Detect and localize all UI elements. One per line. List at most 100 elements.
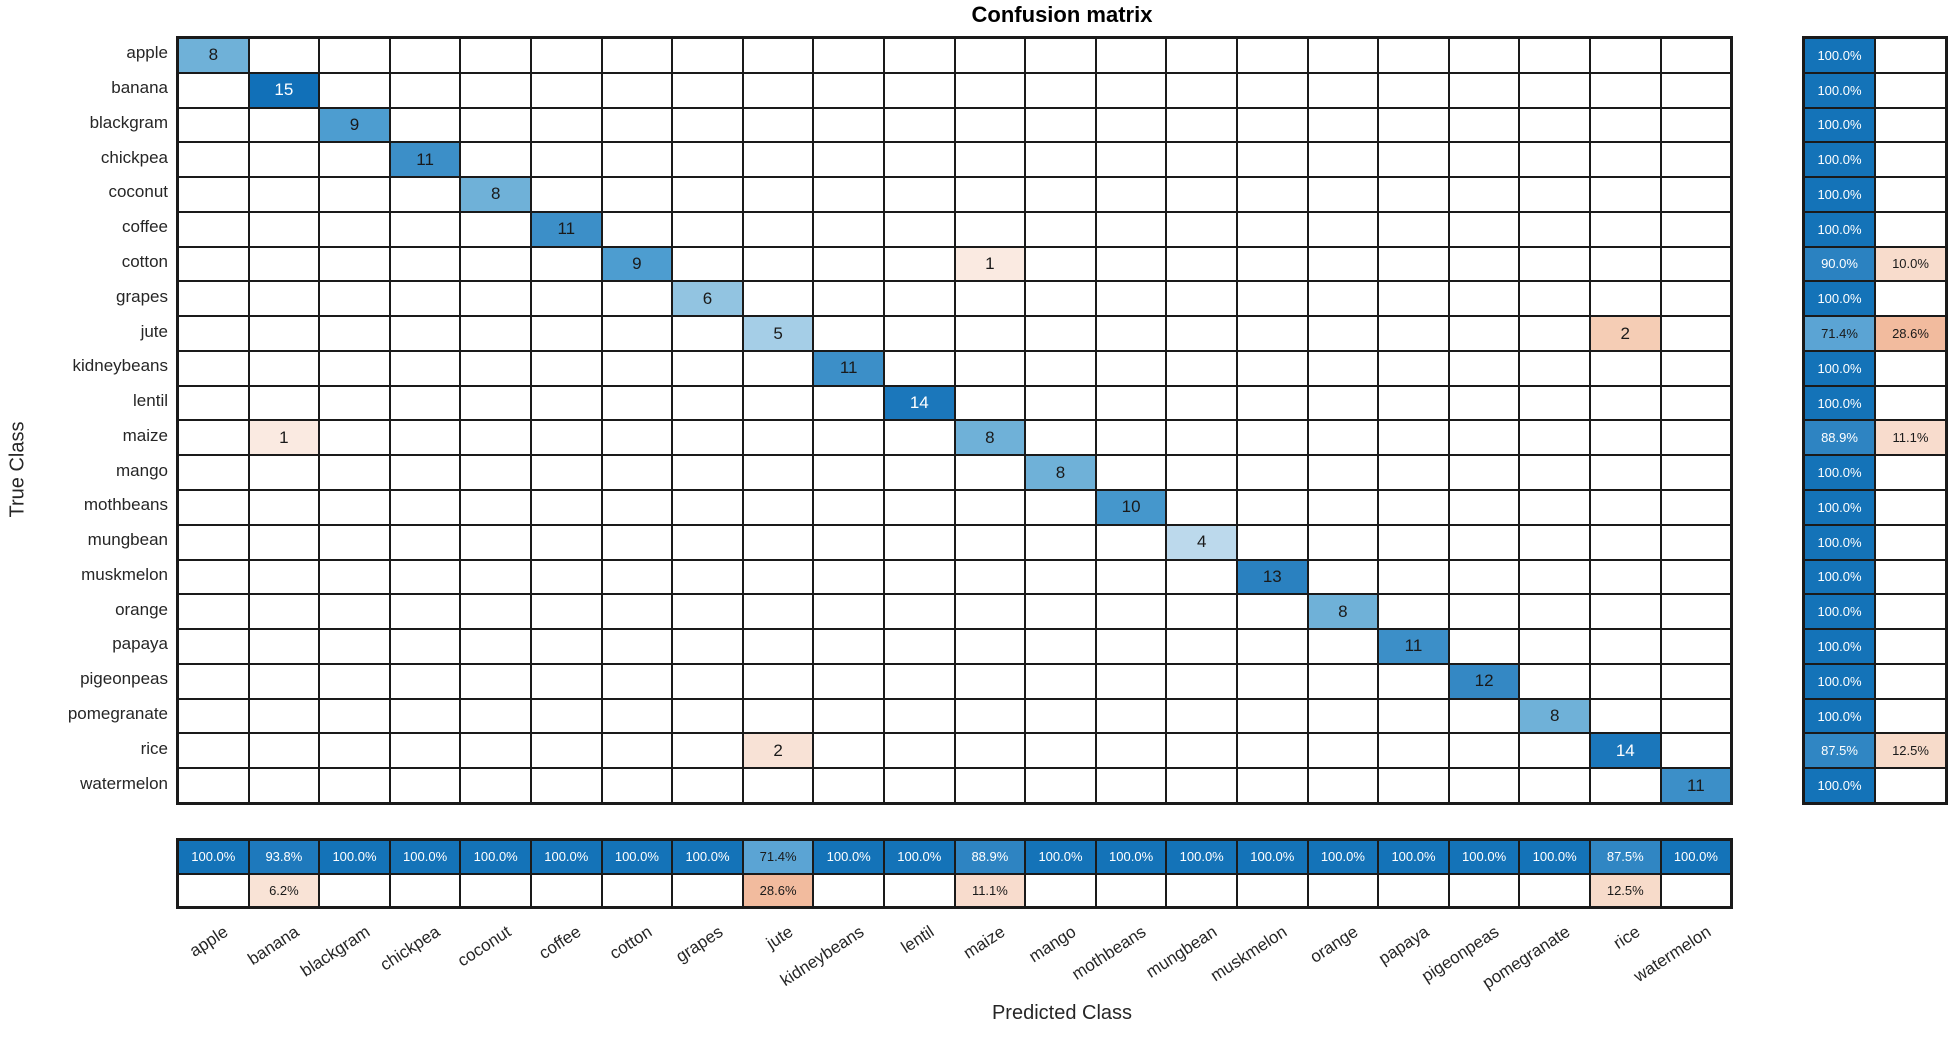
matrix-cell-coconut-mungbean: [1166, 177, 1237, 212]
matrix-cell-coffee-maize: [954, 211, 1026, 247]
matrix-cell-mango-rice: [1589, 455, 1661, 490]
matrix-cell-rice-orange: [1307, 733, 1379, 769]
row-summary-correct-mango: 100.0%: [1804, 455, 1875, 490]
matrix-cell-pomegranate-kidneybeans: [813, 698, 884, 734]
matrix-cell-rice-pomegranate: [1519, 733, 1590, 769]
col-summary-incorrect-chickpea: [389, 873, 461, 907]
y-tick-label-grapes: grapes: [116, 286, 168, 306]
matrix-cell-mungbean-coconut: [460, 524, 531, 560]
matrix-cell-kidneybeans-pigeonpeas: [1448, 350, 1520, 386]
matrix-cell-rice-mothbeans: [1095, 733, 1167, 769]
matrix-cell-mothbeans-banana: [248, 490, 320, 525]
matrix-cell-grapes-orange: [1307, 281, 1379, 317]
matrix-cell-lentil-rice: [1589, 385, 1661, 421]
matrix-cell-papaya-orange: [1307, 629, 1379, 664]
row-summary-incorrect-pigeonpeas: [1875, 663, 1946, 699]
matrix-cell-papaya-mothbeans: [1095, 629, 1167, 664]
x-tick-label-muskmelon: muskmelon: [1207, 922, 1291, 986]
matrix-cell-cotton-banana: [248, 246, 320, 282]
matrix-cell-orange-cotton: [601, 594, 673, 630]
matrix-cell-cotton-coconut: [460, 246, 531, 282]
matrix-cell-chickpea-rice: [1589, 142, 1661, 178]
matrix-cell-apple-mungbean: [1166, 38, 1237, 73]
matrix-cell-chickpea-mothbeans: [1095, 142, 1167, 178]
matrix-cell-watermelon-watermelon: 11: [1660, 768, 1732, 803]
row-summary-correct-lentil: 100.0%: [1804, 385, 1875, 421]
matrix-cell-mungbean-lentil: [883, 524, 955, 560]
matrix-cell-rice-cotton: [601, 733, 673, 769]
matrix-cell-chickpea-pigeonpeas: [1448, 142, 1520, 178]
matrix-cell-grapes-mungbean: [1166, 281, 1237, 317]
matrix-cell-watermelon-lentil: [883, 768, 955, 803]
col-summary-incorrect-orange: [1307, 873, 1379, 907]
matrix-cell-orange-mungbean: [1166, 594, 1237, 630]
matrix-cell-watermelon-pigeonpeas: [1448, 768, 1520, 803]
matrix-cell-papaya-rice: [1589, 629, 1661, 664]
col-summary-correct-orange: 100.0%: [1307, 840, 1379, 874]
matrix-cell-coffee-mothbeans: [1095, 211, 1167, 247]
col-summary-incorrect-rice: 12.5%: [1589, 873, 1661, 907]
matrix-cell-lentil-maize: [954, 385, 1026, 421]
matrix-cell-watermelon-cotton: [601, 768, 673, 803]
matrix-cell-apple-rice: [1589, 38, 1661, 73]
matrix-cell-lentil-jute: [742, 385, 814, 421]
matrix-cell-chickpea-mungbean: [1166, 142, 1237, 178]
col-summary-incorrect-kidneybeans: [813, 873, 884, 907]
matrix-cell-muskmelon-muskmelon: 13: [1236, 559, 1308, 595]
matrix-cell-orange-papaya: [1378, 594, 1449, 630]
row-summary-incorrect-chickpea: [1875, 142, 1946, 178]
matrix-cell-rice-kidneybeans: [813, 733, 884, 769]
matrix-cell-mothbeans-mothbeans: 10: [1095, 490, 1167, 525]
matrix-cell-jute-rice: 2: [1589, 316, 1661, 351]
matrix-cell-grapes-coconut: [460, 281, 531, 317]
matrix-cell-pigeonpeas-pigeonpeas: 12: [1448, 663, 1520, 699]
matrix-cell-mothbeans-watermelon: [1660, 490, 1732, 525]
x-tick-label-banana: banana: [244, 922, 303, 969]
matrix-cell-coffee-lentil: [883, 211, 955, 247]
matrix-cell-pomegranate-jute: [742, 698, 814, 734]
col-summary-incorrect-blackgram: [319, 873, 390, 907]
matrix-cell-kidneybeans-banana: [248, 350, 320, 386]
col-summary-correct-pomegranate: 100.0%: [1519, 840, 1590, 874]
col-summary-correct-pigeonpeas: 100.0%: [1448, 840, 1520, 874]
matrix-cell-papaya-coffee: [530, 629, 602, 664]
matrix-cell-jute-pomegranate: [1519, 316, 1590, 351]
matrix-cell-watermelon-jute: [742, 768, 814, 803]
matrix-cell-coconut-lentil: [883, 177, 955, 212]
matrix-cell-rice-muskmelon: [1236, 733, 1308, 769]
chart-title: Confusion matrix: [971, 2, 1153, 27]
col-summary-correct-rice: 87.5%: [1589, 840, 1661, 874]
matrix-cell-orange-chickpea: [389, 594, 461, 630]
matrix-cell-mungbean-cotton: [601, 524, 673, 560]
matrix-cell-cotton-pomegranate: [1519, 246, 1590, 282]
matrix-cell-jute-jute: 5: [742, 316, 814, 351]
row-summary-correct-mothbeans: 100.0%: [1804, 490, 1875, 525]
matrix-cell-muskmelon-rice: [1589, 559, 1661, 595]
matrix-cell-cotton-blackgram: [319, 246, 390, 282]
matrix-cell-grapes-pigeonpeas: [1448, 281, 1520, 317]
matrix-cell-maize-papaya: [1378, 420, 1449, 456]
matrix-cell-grapes-muskmelon: [1236, 281, 1308, 317]
matrix-cell-papaya-mungbean: [1166, 629, 1237, 664]
matrix-cell-kidneybeans-lentil: [883, 350, 955, 386]
y-tick-label-pomegranate: pomegranate: [67, 704, 168, 723]
row-summary-incorrect-kidneybeans: [1875, 350, 1946, 386]
matrix-cell-kidneybeans-muskmelon: [1236, 350, 1308, 386]
matrix-cell-mungbean-maize: [954, 524, 1026, 560]
matrix-cell-grapes-banana: [248, 281, 320, 317]
matrix-cell-lentil-coffee: [530, 385, 602, 421]
col-summary-correct-muskmelon: 100.0%: [1236, 840, 1308, 874]
row-summary-correct-kidneybeans: 100.0%: [1804, 350, 1875, 386]
matrix-cell-lentil-banana: [248, 385, 320, 421]
matrix-cell-coffee-blackgram: [319, 211, 390, 247]
matrix-cell-apple-coconut: [460, 38, 531, 73]
matrix-cell-pomegranate-grapes: [672, 698, 743, 734]
matrix-cell-blackgram-lentil: [883, 107, 955, 143]
col-summary-incorrect-mothbeans: [1095, 873, 1167, 907]
matrix-cell-cotton-maize: 1: [954, 246, 1026, 282]
col-summary-incorrect-lentil: [883, 873, 955, 907]
matrix-cell-kidneybeans-papaya: [1378, 350, 1449, 386]
matrix-cell-mungbean-apple: [178, 524, 249, 560]
col-summary-correct-jute: 71.4%: [742, 840, 814, 874]
matrix-cell-pigeonpeas-pomegranate: [1519, 663, 1590, 699]
